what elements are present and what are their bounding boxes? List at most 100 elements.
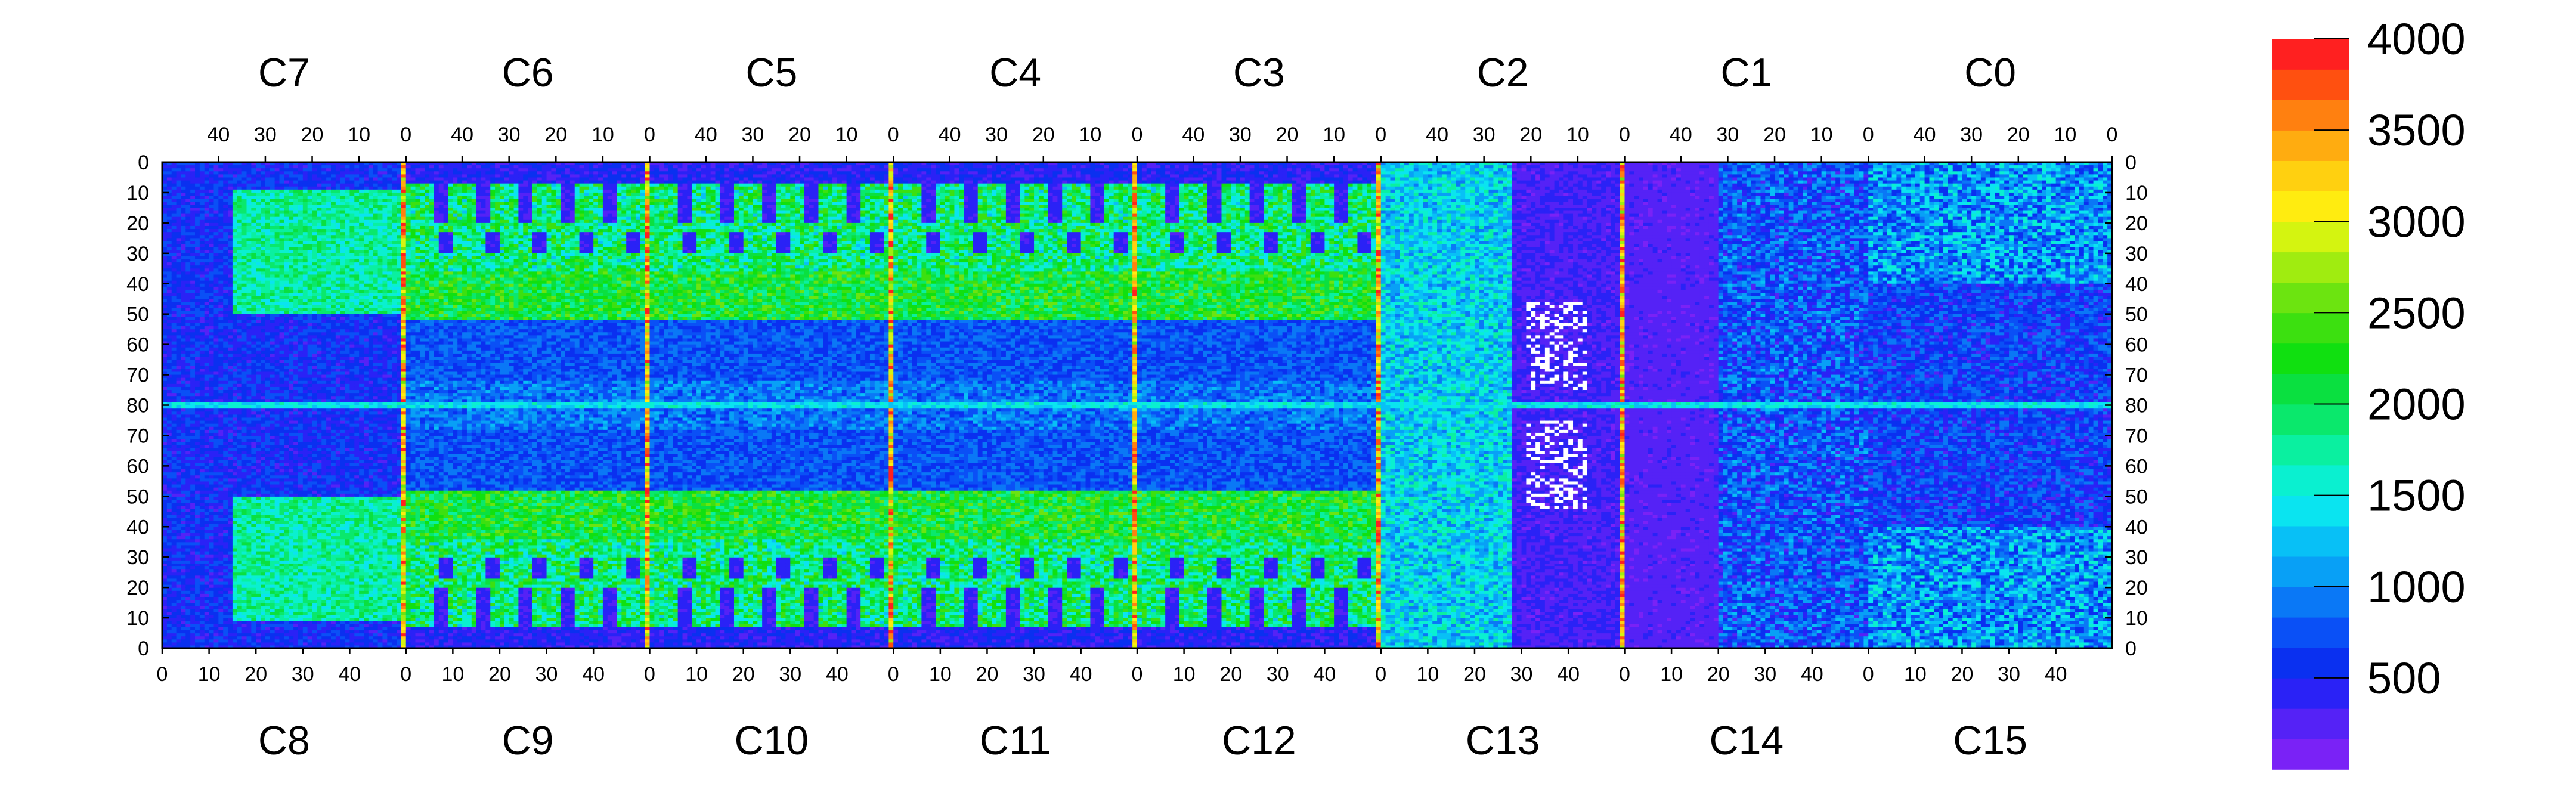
top-x-tick: 10: [592, 123, 614, 146]
y-tick-left: 80: [126, 395, 149, 417]
bottom-x-tick: 40: [1314, 663, 1336, 686]
y-tick-left: 10: [126, 182, 149, 205]
bottom-x-tick: 20: [976, 663, 999, 686]
palette-swatch: [2272, 221, 2349, 252]
bottom-x-tick: 0: [1863, 663, 1874, 686]
top-x-tick: 30: [254, 123, 277, 146]
chip-label-bottom: C8: [258, 718, 310, 763]
chip-label-bottom: C11: [980, 718, 1051, 763]
bottom-x-tick: 20: [488, 663, 511, 686]
bottom-x-tick: 20: [244, 663, 267, 686]
palette-swatch: [2272, 617, 2349, 648]
chip-label-top: C6: [502, 50, 554, 95]
bottom-x-tick: 20: [1219, 663, 1242, 686]
chip-label-top: C4: [989, 50, 1041, 95]
top-x-tick: 0: [2107, 123, 2118, 146]
y-tick-right: 20: [2125, 212, 2148, 235]
palette-swatch: [2272, 648, 2349, 679]
palette-swatch: [2272, 496, 2349, 527]
top-x-tick: 30: [1960, 123, 1983, 146]
y-tick-left: 30: [126, 243, 149, 265]
bottom-x-tick: 30: [292, 663, 314, 686]
chip-label-bottom: C9: [502, 718, 554, 763]
bottom-x-tick: 10: [1904, 663, 1927, 686]
top-x-tick: 0: [1375, 123, 1386, 146]
y-tick-right: 80: [2125, 395, 2148, 417]
palette-tick: 500: [2367, 654, 2441, 703]
top-x-tick: 0: [1132, 123, 1143, 146]
top-x-tick: 40: [939, 123, 961, 146]
y-tick-left: 20: [126, 212, 149, 235]
top-x-tick: 10: [2054, 123, 2076, 146]
top-x-tick: 40: [1670, 123, 1692, 146]
top-x-tick: 10: [1566, 123, 1589, 146]
y-tick-left: 0: [138, 151, 149, 174]
bottom-x-tick: 40: [1801, 663, 1823, 686]
top-x-tick: 40: [1426, 123, 1448, 146]
y-tick-right: 10: [2125, 607, 2148, 630]
chip-label-top: C2: [1477, 50, 1529, 95]
y-tick-left: 60: [126, 455, 149, 478]
top-x-tick: 30: [985, 123, 1008, 146]
top-x-tick: 0: [888, 123, 899, 146]
top-x-tick: 10: [1079, 123, 1101, 146]
top-x-tick: 20: [2007, 123, 2030, 146]
top-x-tick: 20: [301, 123, 324, 146]
palette-swatch: [2272, 100, 2349, 131]
y-tick-right: 20: [2125, 577, 2148, 599]
y-tick-left: 0: [138, 637, 149, 660]
bottom-x-tick: 30: [779, 663, 801, 686]
top-x-tick: 40: [1182, 123, 1205, 146]
palette-swatch: [2272, 282, 2349, 313]
y-tick-right: 50: [2125, 485, 2148, 508]
y-tick-left: 50: [126, 304, 149, 326]
top-x-tick: 40: [207, 123, 230, 146]
palette-tick: 1500: [2367, 471, 2466, 521]
y-tick-right: 70: [2125, 425, 2148, 447]
top-x-tick: 30: [742, 123, 764, 146]
bottom-x-tick: 40: [2045, 663, 2067, 686]
bottom-x-tick: 0: [1619, 663, 1630, 686]
y-tick-left: 70: [126, 425, 149, 447]
palette-tick: 2000: [2367, 380, 2466, 429]
bottom-x-tick: 0: [888, 663, 899, 686]
bottom-x-tick: 40: [1070, 663, 1092, 686]
y-tick-left: 10: [126, 607, 149, 630]
top-x-tick: 10: [348, 123, 370, 146]
chip-label-top: C0: [1964, 50, 2016, 95]
y-tick-left: 50: [126, 485, 149, 508]
palette-swatch: [2272, 556, 2349, 587]
chip-label-top: C7: [258, 50, 310, 95]
top-x-tick: 30: [1473, 123, 1496, 146]
palette-swatch: [2272, 343, 2349, 374]
bottom-x-tick: 10: [685, 663, 708, 686]
y-tick-right: 70: [2125, 364, 2148, 387]
y-tick-right: 30: [2125, 546, 2148, 569]
palette-swatch: [2272, 526, 2349, 557]
top-x-tick: 20: [1763, 123, 1786, 146]
bottom-x-tick: 20: [1707, 663, 1730, 686]
y-tick-right: 10: [2125, 182, 2148, 205]
palette-swatch: [2272, 130, 2349, 161]
y-tick-right: 40: [2125, 273, 2148, 296]
palette-swatch: [2272, 739, 2349, 770]
y-tick-left: 40: [126, 516, 149, 538]
chip-label-top: C5: [745, 50, 797, 95]
palette-swatch: [2272, 435, 2349, 466]
y-tick-left: 70: [126, 364, 149, 387]
chip-label-bottom: C14: [1710, 718, 1784, 763]
y-tick-left: 60: [126, 334, 149, 357]
bottom-x-tick: 30: [1023, 663, 1045, 686]
y-tick-left: 20: [126, 577, 149, 599]
palette-tick: 2500: [2367, 288, 2466, 338]
bottom-x-tick: 10: [1660, 663, 1683, 686]
chip-label-bottom: C13: [1466, 718, 1540, 763]
palette-tick: 1000: [2367, 562, 2466, 612]
bottom-x-tick: 40: [826, 663, 849, 686]
bottom-x-tick: 40: [1557, 663, 1580, 686]
bottom-x-tick: 0: [157, 663, 168, 686]
palette-swatch: [2272, 404, 2349, 435]
chip-label-bottom: C12: [1222, 718, 1296, 763]
